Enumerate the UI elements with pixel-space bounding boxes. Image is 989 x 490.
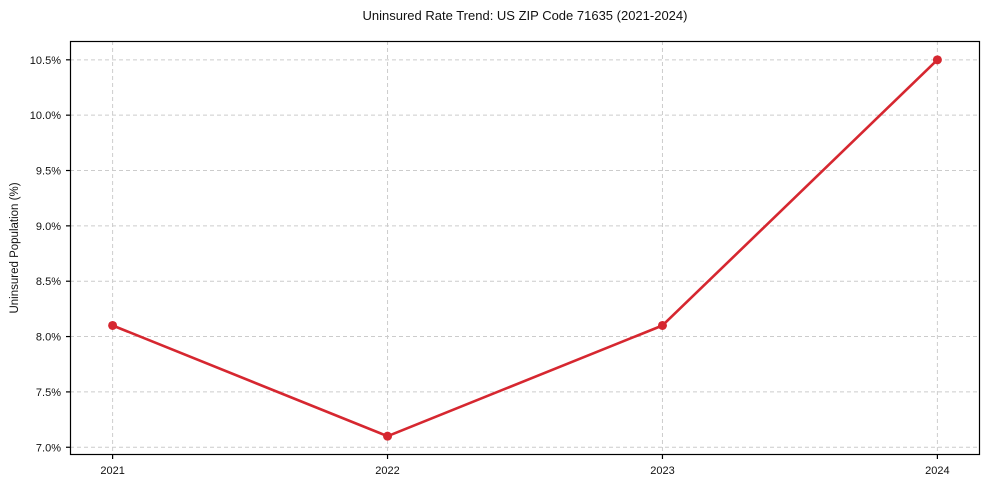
y-tick-label: 8.5% xyxy=(36,276,61,288)
x-tick-label: 2024 xyxy=(925,465,949,477)
y-tick-label: 7.0% xyxy=(36,442,61,454)
y-tick-label: 10.5% xyxy=(30,55,61,67)
data-point xyxy=(383,431,393,441)
plot-area: 7.0% 7.5% 8.0% 8.5% 9.0% 9.5% 10.0% 10.5% 2021 20… xyxy=(30,40,981,477)
x-tick-label: 2021 xyxy=(100,465,124,477)
data-point xyxy=(932,55,942,65)
y-tick-label: 7.5% xyxy=(36,387,61,399)
data-line xyxy=(111,58,939,438)
y-tick-label: 10.0% xyxy=(30,110,61,122)
chart-title: Uninsured Rate Trend: US ZIP Code 71635 … xyxy=(362,8,688,23)
x-tick-label: 2023 xyxy=(650,465,674,477)
data-point xyxy=(108,320,118,330)
plot-border xyxy=(69,40,981,456)
y-tick-label: 8.0% xyxy=(36,332,61,344)
x-tick-label: 2022 xyxy=(375,465,399,477)
data-point xyxy=(657,320,667,330)
y-tick-label: 9.0% xyxy=(36,221,61,233)
y-tick-label: 9.5% xyxy=(36,166,61,178)
y-axis-label: Uninsured Population (%) xyxy=(9,182,21,314)
